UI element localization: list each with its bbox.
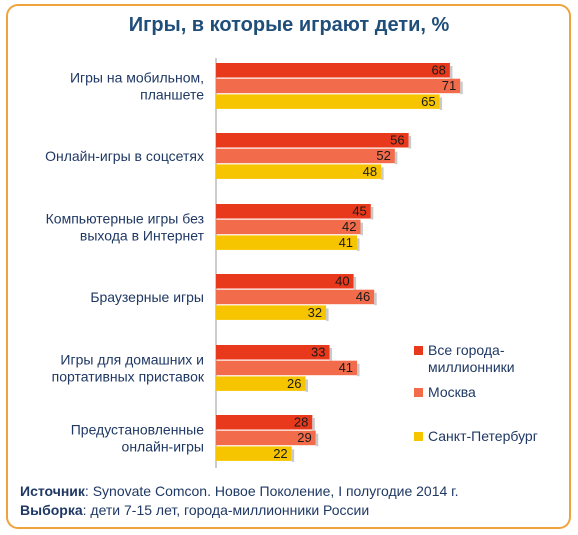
legend-label-all-cities: Все города- миллионники [428, 342, 558, 376]
data-label: 68 [431, 63, 445, 78]
category-label: выхода в Интернет [80, 227, 205, 243]
data-label: 32 [308, 305, 322, 320]
source-line: Источник: Synovate Comcon. Новое Поколен… [20, 482, 560, 501]
bar-shadow [460, 81, 463, 95]
bar [216, 148, 395, 164]
bar [216, 360, 358, 376]
bar [216, 430, 316, 446]
bar [216, 219, 361, 235]
data-label: 46 [356, 289, 370, 304]
bar-shadow [315, 433, 319, 447]
data-label: 52 [376, 148, 390, 163]
data-label: 65 [421, 94, 435, 109]
chart-title: Игры, в которые играют дети, % [128, 14, 450, 36]
data-label: 22 [273, 446, 287, 461]
bar [216, 133, 409, 148]
data-label: 45 [352, 204, 366, 219]
data-label: 29 [297, 430, 311, 445]
bar [216, 345, 330, 360]
bar-shadow [374, 292, 377, 306]
category-label: портативных приставок [52, 368, 205, 384]
bar [216, 289, 375, 305]
legend-label-line: Все города- [428, 342, 505, 358]
bar-shadow [449, 66, 453, 79]
legend-label-moscow: Москва [428, 384, 476, 400]
sample-line: Выборка: дети 7-15 лет, города-миллионни… [20, 501, 560, 520]
legend-label-line: миллионники [428, 359, 515, 375]
bar [216, 164, 382, 179]
category-label: Браузерные игры [90, 289, 204, 305]
category-label: Компьютерные игры без [46, 210, 204, 226]
bar-shadow [326, 308, 329, 321]
bar [216, 204, 371, 219]
bar-shadow [357, 238, 360, 251]
bar-shadow [360, 222, 363, 236]
data-label: 41 [339, 235, 353, 250]
bar [216, 415, 313, 430]
bar-shadow [353, 277, 357, 290]
data-label: 28 [294, 415, 308, 430]
category-label: Игры для домашних и [60, 351, 204, 367]
bar-shadow [381, 167, 384, 180]
category-label: Предустановленные [71, 421, 204, 437]
category-label: онлайн-игры [122, 438, 204, 454]
data-label: 41 [339, 360, 353, 375]
bar-shadow [305, 379, 308, 392]
data-label: 26 [287, 376, 301, 391]
bar [216, 305, 327, 320]
category-label: Онлайн-игры в соцсетях [45, 148, 204, 164]
legend-swatch-spb [414, 432, 423, 441]
bar [216, 94, 440, 109]
data-label: 71 [442, 78, 456, 93]
source-text: : Synovate Comcon. Новое Поколение, I по… [84, 483, 459, 499]
bar-shadow [370, 207, 374, 220]
bar-shadow [357, 363, 360, 377]
bar [216, 63, 450, 78]
bar [216, 274, 354, 289]
data-label: 33 [311, 345, 325, 360]
bar-shadow [291, 449, 295, 462]
category-label: Игры на мобильном, [70, 69, 204, 85]
sample-label: Выборка [20, 502, 83, 518]
data-label: 40 [335, 274, 349, 289]
bar-shadow [408, 136, 412, 149]
bar [216, 376, 306, 391]
data-label: 42 [342, 219, 356, 234]
bar-shadow [394, 151, 398, 165]
legend-swatch-moscow [414, 388, 423, 397]
data-label: 56 [390, 133, 404, 148]
legend-swatch-all-cities [414, 346, 423, 355]
bar-shadow [439, 97, 443, 110]
bar-shadow [329, 348, 333, 361]
source-label: Источник [20, 483, 85, 499]
legend-label-spb: Санкт-Петербург [428, 428, 538, 444]
source-block: Источник: Synovate Comcon. Новое Поколен… [20, 482, 560, 520]
data-label: 48 [363, 164, 377, 179]
sample-text: : дети 7-15 лет, города-миллионники Росс… [82, 502, 370, 518]
bar [216, 78, 461, 94]
bar [216, 446, 292, 461]
bar-shadow [312, 418, 315, 431]
bar [216, 235, 358, 250]
category-label: планшете [140, 86, 204, 102]
